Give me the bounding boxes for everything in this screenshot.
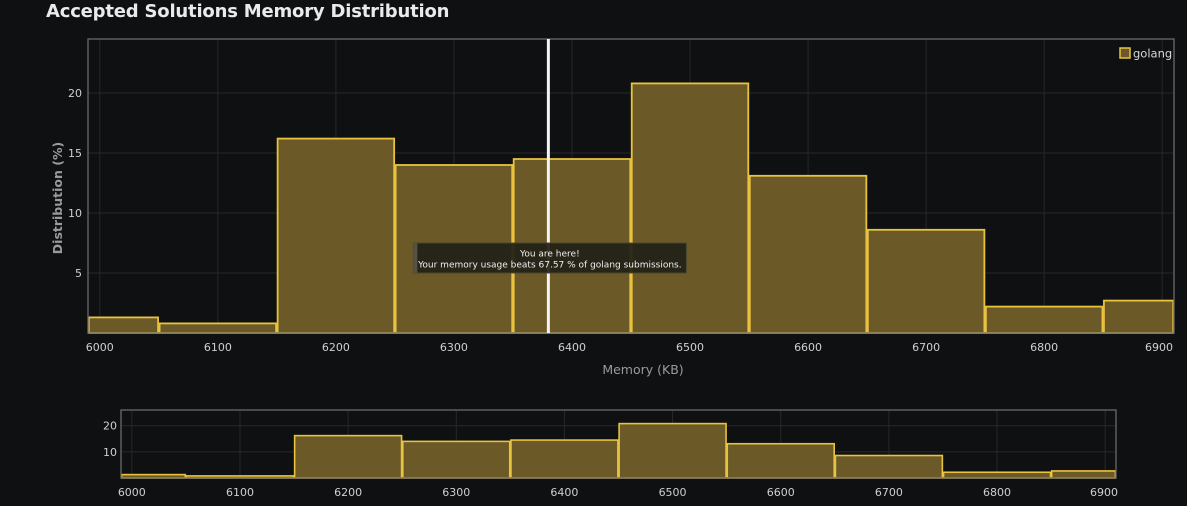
nav-x-tick-5: 6500 [659, 486, 687, 499]
nav-x-tick-0: 6000 [118, 486, 146, 499]
nav-bar-6350-6450[interactable] [510, 439, 619, 479]
main-y-tick-3: 20 [68, 87, 82, 100]
main-x-tick-8: 6800 [1030, 341, 1058, 354]
nav-y-tick-0: 10 [103, 446, 117, 459]
main-y-tick-1: 10 [68, 207, 82, 220]
nav-bar-6150-6250[interactable] [293, 434, 403, 479]
legend[interactable]: golang [1119, 47, 1172, 61]
page-title: Accepted Solutions Memory Distribution [46, 1, 450, 22]
nav-x-tick-3: 6300 [442, 486, 470, 499]
nav-x-tick-7: 6700 [875, 486, 903, 499]
nav-bar-6750-6850[interactable] [942, 471, 1052, 479]
navigator-frame[interactable] [120, 409, 1117, 479]
main-x-tick-9: 6900 [1145, 341, 1173, 354]
main-x-tick-3: 6300 [440, 341, 468, 354]
bar-6450-6550[interactable] [630, 82, 750, 334]
navigator-y-ticks: 10 20 [103, 420, 117, 459]
main-x-tick-5: 6500 [676, 341, 704, 354]
x-axis-title: Memory (KB) [602, 362, 683, 377]
tooltip-edge [413, 243, 418, 273]
y-axis-title: Distribution (%) [50, 142, 65, 254]
main-x-tick-1: 6100 [204, 341, 232, 354]
main-bars[interactable] [87, 82, 1175, 334]
nav-x-tick-1: 6100 [226, 486, 254, 499]
legend-label-golang[interactable]: golang [1133, 47, 1172, 61]
nav-bar-6550-6650[interactable] [726, 442, 836, 479]
nav-bar-6850-6910[interactable] [1050, 470, 1117, 479]
navigator-bars[interactable] [120, 422, 1117, 479]
bar-6650-6750[interactable] [866, 228, 986, 334]
main-y-tick-0: 5 [75, 267, 82, 280]
main-x-tick-2: 6200 [322, 341, 350, 354]
main-y-tick-2: 15 [68, 147, 82, 160]
main-y-ticks: 5 10 15 20 [68, 87, 82, 280]
main-x-tick-4: 6400 [558, 341, 586, 354]
nav-x-tick-9: 6900 [1090, 486, 1118, 499]
bar-6750-6850[interactable] [984, 305, 1104, 334]
main-x-tick-7: 6700 [912, 341, 940, 354]
bar-5990-6050[interactable] [87, 316, 159, 334]
nav-x-tick-4: 6400 [550, 486, 578, 499]
legend-swatch-golang[interactable] [1119, 47, 1131, 59]
nav-y-tick-1: 20 [103, 420, 117, 433]
nav-x-tick-6: 6600 [767, 486, 795, 499]
bar-6550-6650[interactable] [748, 174, 868, 334]
tooltip-line-2: Your memory usage beats 67.57 % of golan… [417, 261, 682, 271]
bar-6850-6910[interactable] [1103, 299, 1175, 334]
nav-bar-6650-6750[interactable] [834, 454, 944, 479]
tooltip-line-1: You are here! [519, 250, 580, 260]
main-plot-frame [87, 38, 1175, 334]
nav-bar-6250-6350[interactable] [401, 440, 511, 479]
main-x-tick-6: 6600 [794, 341, 822, 354]
navigator-x-ticks: 6000 6100 6200 6300 6400 6500 6600 6700 6800 6900 [118, 486, 1118, 499]
tooltip-box [412, 242, 687, 274]
bar-6050-6150[interactable] [158, 322, 278, 334]
tooltip: You are here! Your memory usage beats 67… [412, 242, 687, 274]
nav-x-tick-2: 6200 [334, 486, 362, 499]
nav-bar-6450-6550[interactable] [618, 422, 727, 479]
bar-6150-6250[interactable] [276, 137, 396, 334]
main-x-tick-0: 6000 [86, 341, 114, 354]
nav-x-tick-8: 6800 [983, 486, 1011, 499]
main-x-ticks: 6000 6100 6200 6300 6400 6500 6600 6700 6800 6900 [86, 341, 1173, 354]
